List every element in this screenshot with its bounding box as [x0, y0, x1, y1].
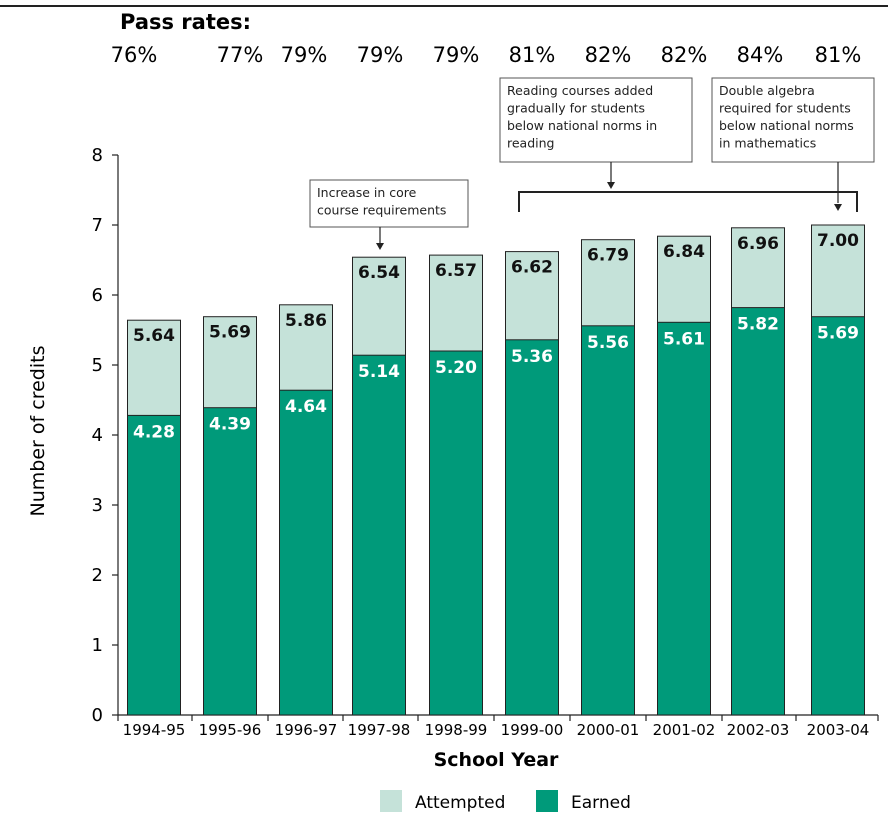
earned-value-label: 4.28 — [133, 422, 175, 442]
x-tick-label: 1999-00 — [501, 721, 564, 739]
attempted-value-label: 6.84 — [663, 242, 705, 262]
attempted-value-label: 6.54 — [358, 263, 400, 283]
annotation-text: Increase in core — [317, 185, 417, 200]
data-labels: 5.64 4.28 5.69 4.39 5.86 4.64 6.54 5.14 6.57 5.20… — [133, 231, 859, 442]
annotation-text: below national norms in — [507, 118, 657, 133]
legend: Attempted Earned — [380, 790, 631, 813]
y-tick-label: 8 — [92, 145, 103, 166]
pass-rate: 79% — [281, 43, 328, 67]
attempted-value-label: 5.69 — [209, 323, 251, 343]
attempted-value-label: 7.00 — [817, 231, 859, 251]
x-tick-label: 1995-96 — [199, 721, 262, 739]
bar-earned — [127, 414, 181, 716]
annotation-box — [309, 179, 469, 228]
x-tick-label: 2003-04 — [807, 721, 870, 739]
earned-value-label: 5.56 — [587, 333, 629, 353]
earned-value-label: 4.64 — [285, 397, 327, 417]
pass-rates: Pass rates: 76% 77% 79% 79% 79% 81% 82% 82% 84% 8… — [111, 10, 862, 67]
annotation-text: Double algebra — [719, 83, 815, 98]
bar-earned — [429, 350, 483, 716]
pass-rate: 81% — [509, 43, 556, 67]
axes: 0 1 2 3 4 5 6 7 8 1994-95 1995-96 1996-97 1997-98 199… — [92, 145, 879, 739]
earned-value-label: 5.36 — [511, 347, 553, 367]
legend-label-attempted: Attempted — [415, 793, 505, 813]
annotations: Increase in core course requirements Readi… — [309, 77, 875, 250]
earned-value-label: 4.39 — [209, 415, 251, 435]
bar-earned — [279, 389, 333, 716]
annotation-text: Reading courses added — [507, 83, 653, 98]
bar-earned — [352, 354, 406, 716]
annotation-text: in mathematics — [719, 136, 816, 151]
x-tick-label: 2000-01 — [577, 721, 640, 739]
pass-rate: 79% — [357, 43, 404, 67]
annotation-text: reading — [507, 136, 554, 151]
earned-value-label: 5.20 — [435, 358, 477, 378]
x-tick-label: 1994-95 — [123, 721, 186, 739]
annotation-text: required for students — [719, 101, 851, 116]
arrow-head — [376, 243, 384, 250]
pass-rate: 82% — [661, 43, 708, 67]
attempted-value-label: 6.79 — [587, 246, 629, 266]
annotation-text: gradually for students — [507, 101, 645, 116]
earned-value-label: 5.61 — [663, 329, 705, 349]
annotation-reading-courses: Reading courses added gradually for stude… — [499, 77, 693, 163]
y-tick-label: 4 — [92, 425, 103, 446]
bar-earned — [203, 407, 257, 716]
earned-value-label: 5.82 — [737, 315, 779, 335]
pass-rate: 81% — [815, 43, 862, 67]
legend-swatch-attempted — [380, 790, 402, 812]
pass-rate: 84% — [737, 43, 784, 67]
attempted-value-label: 6.96 — [737, 234, 779, 254]
annotation-text: course requirements — [317, 203, 446, 218]
attempted-value-label: 5.86 — [285, 311, 327, 331]
pass-rate: 77% — [217, 43, 264, 67]
annotation-bracket — [518, 191, 858, 212]
earned-value-label: 5.69 — [817, 324, 859, 344]
y-tick-label: 0 — [92, 705, 103, 726]
annotation-double-algebra: Double algebra required for students below… — [711, 77, 875, 163]
x-tick-label: 1996-97 — [275, 721, 338, 739]
x-axis-title: School Year — [434, 749, 559, 771]
bar-earned — [657, 321, 711, 716]
annotation-box — [499, 77, 693, 163]
attempted-value-label: 6.62 — [511, 258, 553, 278]
pass-rates-title: Pass rates: — [120, 10, 251, 34]
x-tick-label: 2002-03 — [727, 721, 790, 739]
y-tick-label: 1 — [92, 635, 103, 656]
annotation-text: below national norms — [719, 118, 854, 133]
bar-earned — [505, 339, 559, 716]
pass-rate: 82% — [585, 43, 632, 67]
y-tick-label: 7 — [92, 215, 103, 236]
x-tick-label: 1998-99 — [425, 721, 488, 739]
arrow-head — [607, 182, 615, 189]
x-tick-label: 1997-98 — [348, 721, 411, 739]
bars — [127, 224, 865, 716]
annotation-core-requirements: Increase in core course requirements — [309, 179, 469, 228]
legend-label-earned: Earned — [571, 793, 631, 813]
y-tick-label: 5 — [92, 355, 103, 376]
x-tick-label: 2001-02 — [653, 721, 716, 739]
pass-rate: 79% — [433, 43, 480, 67]
arrow-head — [834, 204, 842, 211]
annotation-box — [711, 77, 875, 163]
bar-earned — [811, 316, 865, 716]
pass-rate: 76% — [111, 43, 158, 67]
y-axis-title: Number of credits — [27, 346, 49, 517]
y-tick-label: 6 — [92, 285, 103, 306]
legend-swatch-earned — [536, 790, 558, 812]
earned-value-label: 5.14 — [358, 362, 400, 382]
attempted-value-label: 5.64 — [133, 326, 175, 346]
attempted-value-label: 6.57 — [435, 261, 477, 281]
bar-earned — [581, 325, 635, 716]
y-tick-label: 3 — [92, 495, 103, 516]
y-tick-label: 2 — [92, 565, 103, 586]
top-rule — [0, 5, 888, 7]
bar-earned — [731, 307, 785, 716]
